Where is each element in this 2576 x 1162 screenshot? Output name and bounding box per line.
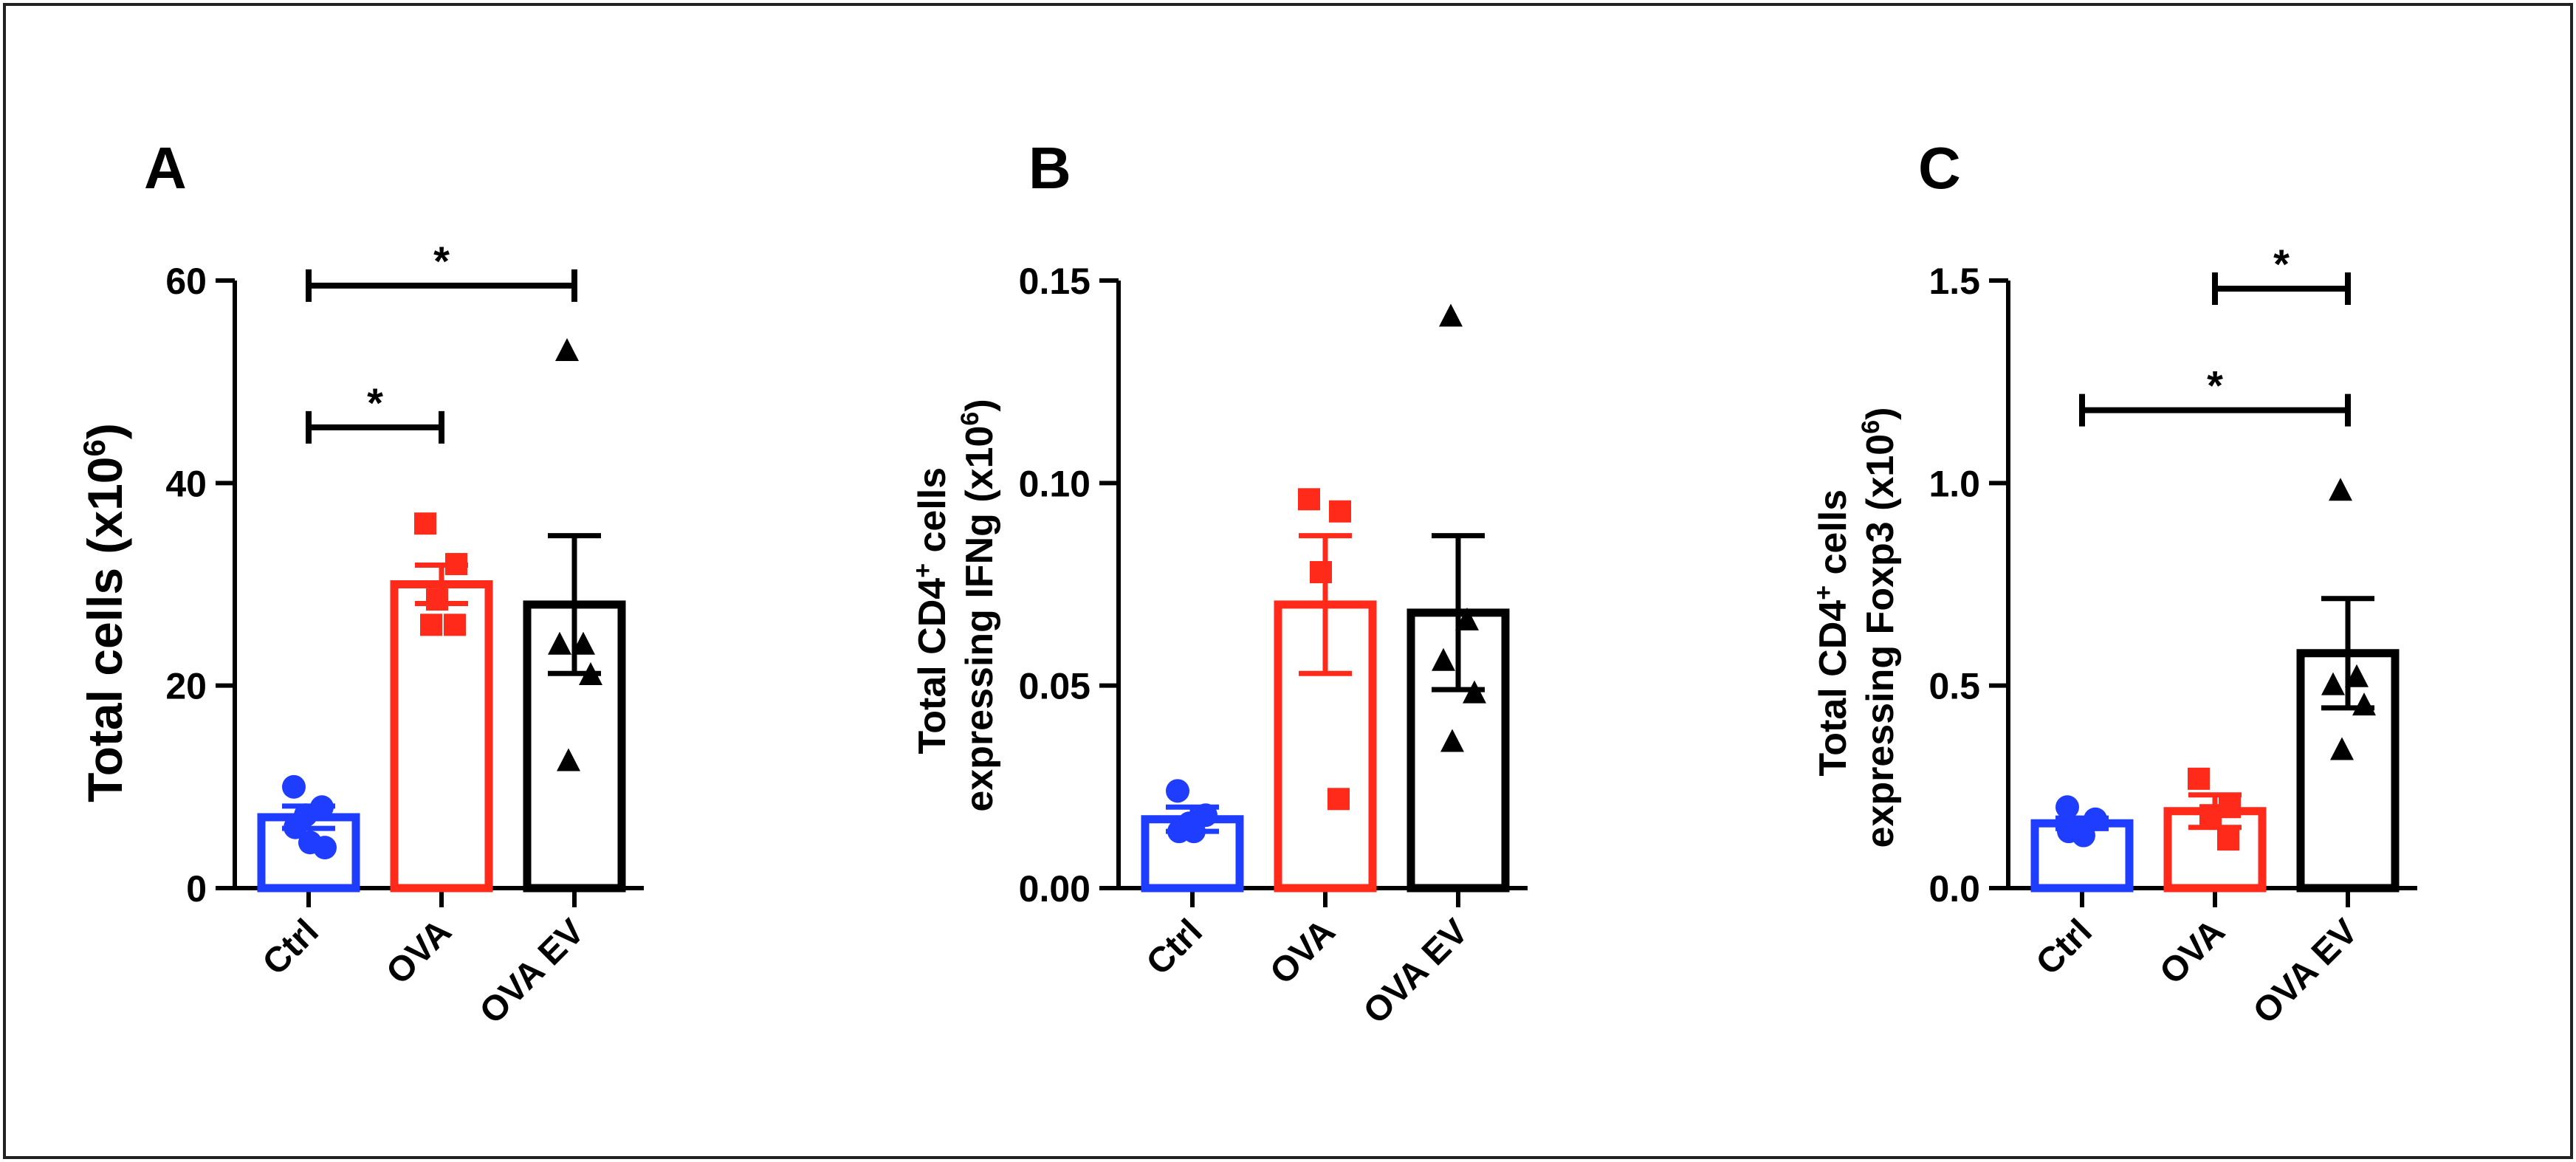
data-point-a-ova-4: [420, 613, 442, 636]
y-axis-label-b: Total CD4+ cells expressing IFNg (x106): [909, 399, 1001, 811]
significance-star-a-1: *: [433, 238, 450, 284]
data-point-c-ova-ev-3: [2352, 692, 2376, 716]
y-axis-label-c-line1: Total CD4+ cells: [1810, 489, 1855, 777]
data-point-b-ctrl-4: [1182, 819, 1206, 844]
data-point-a-ctrl-5: [313, 836, 337, 860]
data-point-c-ova-0: [2188, 767, 2210, 790]
y-axis-label-c-line2-tail: ): [1859, 408, 1902, 420]
y-tick-label-a-2: 40: [165, 463, 207, 504]
y-axis-label-c-line2-main: expressing Foxp3 (x10: [1859, 434, 1902, 848]
y-tick-label-c-1: 0.5: [1928, 666, 1980, 707]
data-point-a-ova-1: [445, 553, 467, 576]
data-point-b-ova-ev-4: [1440, 729, 1464, 752]
y-axis-label-c-line2: expressing Foxp3 (x106): [1857, 408, 1902, 848]
y-tick-label-c-2: 1.0: [1928, 463, 1980, 504]
data-point-a-ova-ev-1: [571, 631, 595, 655]
y-axis-label-c-line1-tail: cells: [1812, 489, 1855, 585]
data-point-c-ova-2: [2199, 804, 2222, 827]
data-point-b-ova-ev-1: [1455, 607, 1479, 630]
y-axis-label-a: Total cells (x106): [77, 423, 133, 802]
y-axis-label-b-line1-sup: +: [909, 563, 937, 578]
y-tick-label-c-0: 0.0: [1928, 868, 1980, 910]
data-point-a-ova-ev-3: [579, 661, 602, 685]
significance-star-c-1: *: [2207, 362, 2223, 409]
panel-label-c: C: [1918, 135, 1961, 201]
y-tick-label-c-3: 1.5: [1928, 261, 1980, 302]
data-point-c-ova-ev-2: [2321, 672, 2345, 695]
y-axis-label-a-sup: 6: [77, 439, 111, 456]
y-axis-label-c: Total CD4+ cells expressing Foxp3 (x106): [1810, 408, 1902, 848]
y-tick-label-b-2: 0.10: [1019, 463, 1090, 504]
y-axis-label-b-line2-main: expressing IFNg (x10: [958, 426, 1001, 812]
data-point-c-ova-ev-1: [2345, 664, 2369, 687]
panel-label-a: A: [144, 135, 187, 201]
data-point-a-ova-ev-4: [557, 748, 580, 771]
y-axis-label-b-line1-tail: cells: [911, 467, 954, 563]
data-point-a-ctrl-3: [284, 815, 307, 839]
y-axis-label-b-line1-main: Total CD4: [911, 578, 954, 754]
y-tick-label-b-1: 0.05: [1019, 666, 1090, 707]
y-axis-label-b-line2-sup: 6: [956, 412, 984, 426]
data-point-a-ova-2: [426, 588, 448, 611]
significance-star-a-0: *: [367, 379, 383, 426]
y-tick-label-b-3: 0.15: [1019, 261, 1090, 302]
data-point-a-ova-ev-0: [555, 338, 579, 362]
data-point-b-ova-ev-2: [1432, 647, 1455, 671]
significance-star-c-0: *: [2273, 241, 2290, 287]
y-axis-label-b-line1: Total CD4+ cells: [909, 467, 954, 754]
panel-c: C Total CD4+ cells expressing Foxp3 (x10…: [1810, 135, 2417, 1031]
data-point-b-ova-2: [1310, 561, 1332, 584]
data-point-c-ctrl-4: [2072, 823, 2095, 848]
y-tick-label-b-0: 0.00: [1019, 868, 1090, 910]
y-axis-label-c-line2-sup: 6: [1857, 420, 1885, 434]
data-point-c-ova-ev-0: [2329, 478, 2352, 501]
data-point-c-ova-ev-4: [2330, 737, 2354, 760]
data-point-b-ova-0: [1298, 488, 1320, 511]
y-axis-label-c-line1-main: Total CD4: [1812, 600, 1855, 777]
data-point-a-ova-ev-2: [548, 631, 571, 655]
y-tick-label-a-3: 60: [165, 261, 207, 302]
data-point-a-ctrl-0: [282, 774, 306, 799]
y-axis-label-b-line2: expressing IFNg (x106): [956, 399, 1001, 811]
data-point-b-ova-ev-0: [1439, 303, 1463, 327]
data-point-a-ova-0: [414, 512, 436, 535]
panel-label-b: B: [1028, 135, 1071, 201]
y-axis-label-a-tail: ): [78, 423, 132, 439]
data-point-b-ova-1: [1329, 500, 1351, 523]
data-point-b-ctrl-0: [1166, 779, 1189, 803]
y-axis-label-a-main: Total cells (x10: [78, 457, 132, 802]
y-tick-label-a-0: 0: [186, 868, 207, 910]
data-point-b-ova-ev-3: [1463, 680, 1486, 704]
data-point-c-ctrl-0: [2055, 795, 2079, 819]
y-axis-label-b-line2-tail: ): [958, 399, 1001, 411]
y-axis-label-c-line1-sup: +: [1810, 585, 1838, 600]
data-point-a-ova-3: [444, 613, 466, 636]
y-tick-label-a-1: 20: [165, 666, 207, 707]
data-point-c-ova-1: [2219, 796, 2241, 819]
data-point-c-ova-3: [2217, 828, 2239, 851]
data-point-b-ova-3: [1328, 788, 1350, 811]
